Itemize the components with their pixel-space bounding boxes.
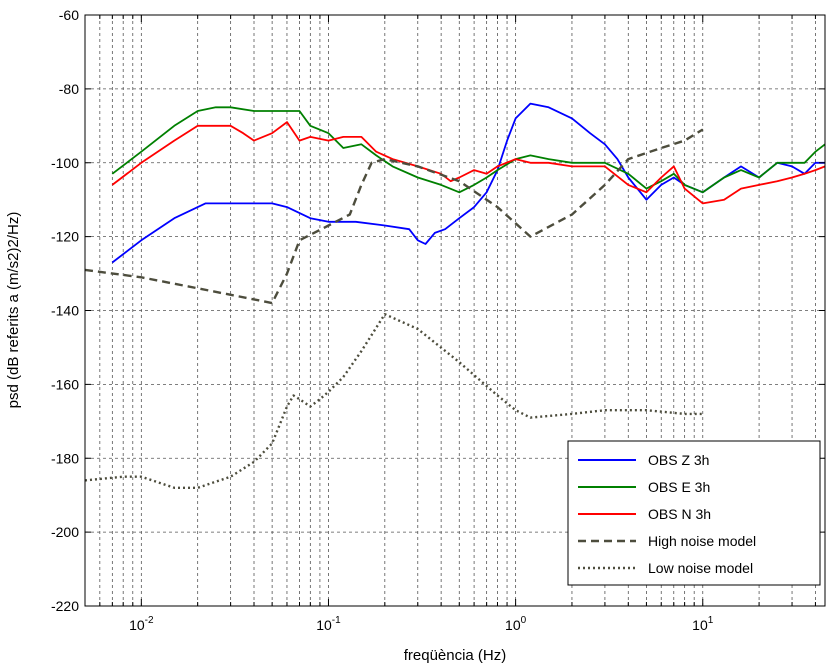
series-line-4: [84, 128, 704, 305]
x-tick-labels: 10-2 10-1 100 101: [129, 615, 714, 633]
y-tick-label: -80: [59, 81, 79, 97]
legend-label-2: OBS E 3h: [648, 479, 710, 495]
x-tick-label: 10-1: [316, 615, 341, 633]
series-layer: [84, 102, 826, 489]
legend-label-5: Low noise model: [648, 560, 753, 576]
x-tick-label: 101: [692, 615, 714, 633]
x-tick-label: 10-2: [129, 615, 154, 633]
y-tick-label: -220: [51, 598, 79, 614]
y-tick-label: -100: [51, 155, 79, 171]
series-line-5: [84, 313, 703, 489]
y-tick-label: -60: [59, 7, 79, 23]
y-tick-label: -160: [51, 376, 79, 392]
y-tick-labels: -220 -200 -180 -160 -140 -120 -100 -80 -60: [51, 7, 79, 614]
legend: OBS Z 3h OBS E 3h OBS N 3h High noise model…: [567, 440, 821, 586]
y-tick-label: -120: [51, 229, 79, 245]
y-tick-label: -140: [51, 303, 79, 319]
legend-label-4: High noise model: [648, 533, 756, 549]
axis-ticks: [84, 14, 825, 607]
y-tick-label: -200: [51, 524, 79, 540]
y-tick-label: -180: [51, 450, 79, 466]
y-axis-label: psd (dB referits a (m/s2)2/Hz): [5, 212, 22, 409]
x-tick-label: 100: [505, 615, 527, 633]
series-line-2: [111, 106, 826, 194]
legend-label-1: OBS Z 3h: [648, 452, 709, 468]
legend-label-3: OBS N 3h: [648, 506, 711, 522]
x-axis-label: freqüència (Hz): [404, 647, 507, 664]
series-line-3: [111, 121, 826, 205]
